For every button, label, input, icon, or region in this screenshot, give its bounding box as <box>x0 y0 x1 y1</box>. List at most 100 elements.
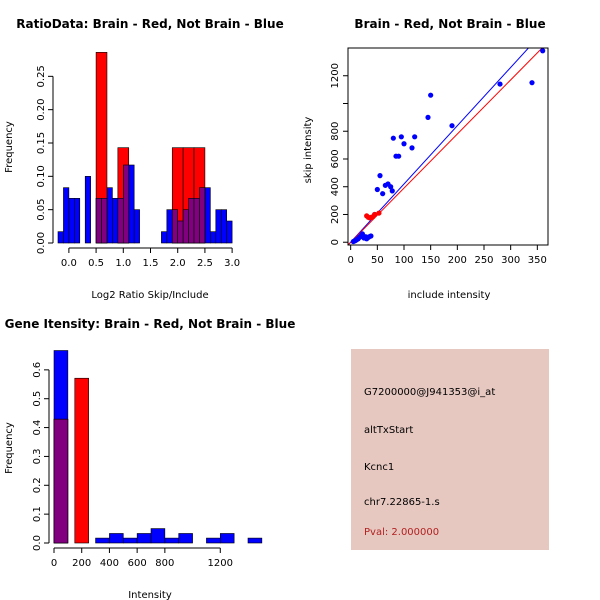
intensity-scatter-points <box>350 48 546 245</box>
probe-info-panel: G7200000@J941353@i_at altTxStart Kcnc1 c… <box>351 349 549 550</box>
ratio-histogram-bar-not-brain <box>74 198 81 244</box>
gene-intensity-bars <box>53 350 263 544</box>
gene-intensity-x-tick-label: 400 <box>100 558 119 569</box>
intensity-scatter-x-tick-label: 150 <box>421 255 440 266</box>
ratio-histogram-bar-not-brain <box>166 209 173 244</box>
intensity-scatter-point-not-brain <box>449 123 455 129</box>
gene-intensity-bar-not-brain <box>150 528 166 544</box>
intensity-scatter-point-not-brain <box>412 134 418 140</box>
intensity-scatter-point-not-brain <box>425 114 431 120</box>
intensity-scatter-y-tick-label: 0 <box>330 239 341 245</box>
intensity-scatter-point-not-brain <box>396 153 402 159</box>
gene-intensity-bar-brain <box>74 377 89 544</box>
ratio-histogram-bar-not-brain <box>84 176 91 244</box>
intensity-scatter-point-not-brain <box>380 191 386 197</box>
ratio-histogram-x-tick-label: 2.5 <box>197 258 213 269</box>
intensity-scatter-y-tick-label: 600 <box>330 149 341 168</box>
gene-intensity-bar-overlap <box>53 418 69 544</box>
ratio-histogram-x-tick-label: 0.5 <box>88 258 104 269</box>
ratio-histogram-x-tick-label: 0.0 <box>61 258 77 269</box>
gene-intensity-y-tick-label: 0.6 <box>32 362 43 378</box>
gene-intensity-bar-not-brain <box>109 533 124 544</box>
intensity-scatter-point-not-brain <box>368 233 374 239</box>
gene-intensity-y-tick-label: 0.0 <box>32 535 43 551</box>
gene-intensity-x-tick-label: 800 <box>155 558 174 569</box>
ratio-histogram-y-tick-label: 0.20 <box>36 99 47 121</box>
intensity-scatter-point-not-brain <box>401 141 407 147</box>
ratio-histogram-bar-overlap <box>177 220 184 244</box>
intensity-scatter-point-not-brain <box>398 134 404 140</box>
gene-intensity-bar-not-brain <box>122 537 138 544</box>
intensity-scatter-fit-lines <box>348 48 543 245</box>
intensity-scatter-x-tick-label: 350 <box>528 255 547 266</box>
intensity-scatter-xlabel: include intensity <box>408 290 491 301</box>
gene-intensity-y-tick-label: 0.5 <box>32 391 43 407</box>
ratio-histogram-ylabel: Frequency <box>4 121 15 173</box>
gene-intensity-bar-not-brain <box>247 537 263 544</box>
gene-intensity-x-tick-label: 600 <box>128 558 147 569</box>
intensity-scatter-point-brain <box>372 211 378 218</box>
gene-intensity-y-tick-label: 0.1 <box>32 506 43 522</box>
gene-intensity-histogram: Gene Itensity: Brain - Red, Not Brain - … <box>4 317 295 600</box>
ratio-histogram-bar-overlap <box>171 209 179 244</box>
ratio-histogram-bar-not-brain <box>161 231 168 244</box>
ratio-histogram-bar-overlap <box>95 198 102 244</box>
ratio-histogram-bar-overlap <box>188 198 195 244</box>
gene-intensity-x-tick-label: 0 <box>51 558 57 569</box>
ratio-histogram-bar-overlap <box>182 209 189 244</box>
ratio-histogram-bar-not-brain <box>57 231 64 244</box>
ratio-histogram-x-tick-label: 1.0 <box>115 258 131 269</box>
intensity-scatter-point-not-brain <box>529 80 535 86</box>
gene-intensity-y-tick-label: 0.3 <box>32 448 43 464</box>
gene-intensity-title: Gene Itensity: Brain - Red, Not Brain - … <box>5 317 296 331</box>
ratio-histogram-y-tick-label: 0.25 <box>36 65 47 87</box>
gene-intensity-y-tick-label: 0.2 <box>32 477 43 493</box>
intensity-scatter-point-not-brain <box>374 186 380 193</box>
intensity-scatter-point-not-brain <box>390 135 396 141</box>
gene-intensity-x-tick-label: 200 <box>72 558 91 569</box>
pval-text: Pval: 2.000000 <box>364 527 440 538</box>
genomic-location: chr7.22865-1.s <box>364 497 440 508</box>
ratio-histogram-title: RatioData: Brain - Red, Not Brain - Blue <box>16 17 283 31</box>
ratio-histogram-bar-not-brain <box>133 209 140 244</box>
ratio-histogram-y-tick-label: 0.15 <box>36 132 47 154</box>
gene-name: Kcnc1 <box>364 462 395 473</box>
intensity-scatter-point-brain <box>376 210 382 216</box>
intensity-scatter-x-tick-label: 200 <box>448 255 467 266</box>
intensity-scatter-point-not-brain <box>428 92 434 98</box>
intensity-scatter-y-tick-label: 200 <box>330 205 341 224</box>
gene-intensity-x-tick-label: 1200 <box>208 558 233 569</box>
ratio-histogram-bar-not-brain <box>63 187 70 244</box>
gene-intensity-bar-not-brain <box>164 537 180 544</box>
gene-intensity-bar-not-brain <box>206 537 221 544</box>
ratio-histogram-x-tick-label: 2.0 <box>170 258 186 269</box>
ratio-histogram: RatioData: Brain - Red, Not Brain - Blue… <box>4 17 284 301</box>
ratio-histogram-bar-overlap <box>199 187 206 244</box>
intensity-scatter-title: Brain - Red, Not Brain - Blue <box>354 17 545 31</box>
ratio-histogram-bar-overlap <box>117 198 124 244</box>
intensity-scatter-x-tick-label: 250 <box>474 255 493 266</box>
intensity-scatter-fit-line <box>348 48 530 245</box>
intensity-scatter-x-tick-label: 0 <box>347 255 353 266</box>
intensity-scatter-y-tick-label: 800 <box>330 122 341 141</box>
intensity-scatter-point-not-brain <box>540 48 546 54</box>
ratio-histogram-y-tick-label: 0.00 <box>36 232 47 254</box>
ratio-histogram-bar-not-brain <box>68 198 75 244</box>
intensity-scatter-ylabel: skip intensity <box>303 117 314 184</box>
ratio-histogram-x-tick-label: 3.0 <box>224 258 240 269</box>
gene-intensity-bar-not-brain <box>136 533 152 544</box>
ratio-histogram-bar-not-brain <box>215 209 222 244</box>
intensity-scatter-point-not-brain <box>409 145 415 151</box>
ratio-histogram-bar-overlap <box>101 198 108 244</box>
intensity-scatter-axes: 0 50 100 150 200 250 300 350 0 200 400 600 800 1200 <box>330 47 549 266</box>
probe-id: G7200000@J941353@i_at <box>364 387 496 398</box>
gene-intensity-xlabel: Intensity <box>128 590 172 600</box>
intensity-scatter-point-not-brain <box>388 184 394 190</box>
ratio-histogram-x-tick-label: 1.5 <box>143 258 159 269</box>
intensity-scatter: Brain - Red, Not Brain - Blue 0 50 100 150 2… <box>303 17 549 301</box>
ratio-histogram-bar-not-brain <box>226 220 233 244</box>
gene-intensity-bar-not-brain <box>178 533 193 544</box>
ratio-histogram-bar-overlap <box>193 198 200 244</box>
intensity-scatter-y-tick-label: 1200 <box>330 63 341 88</box>
